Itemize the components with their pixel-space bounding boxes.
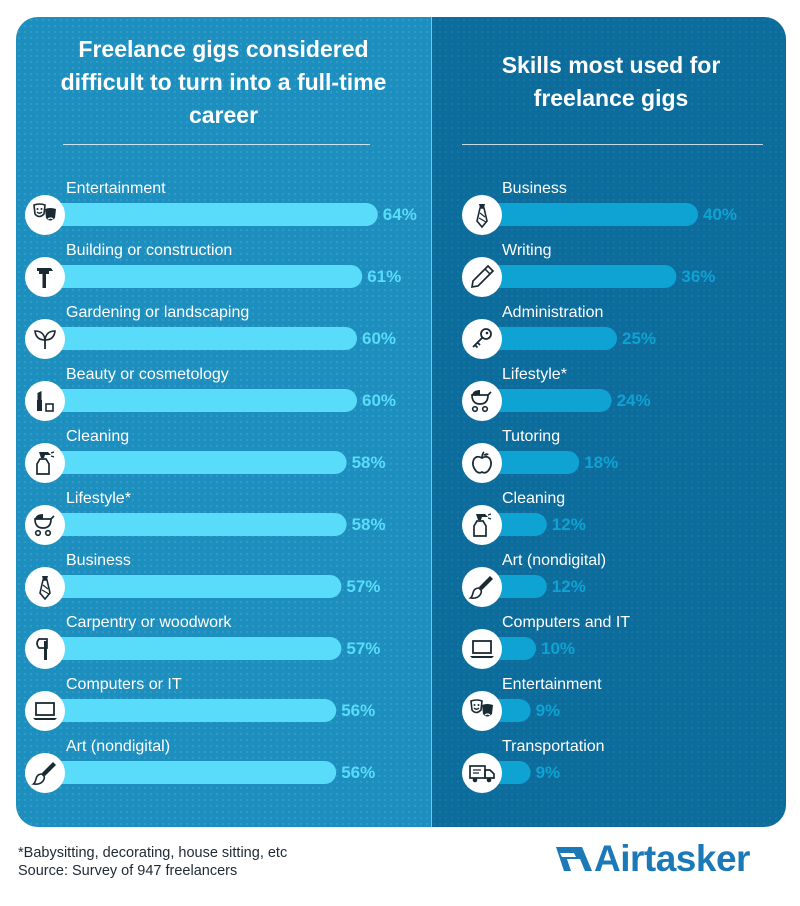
- category-label-beauty-or-cosmetology: Beauty or cosmetology: [66, 366, 229, 383]
- bar-lifestyle: [482, 389, 612, 412]
- stroller-icon: [25, 504, 65, 545]
- left-title-underline: [63, 144, 370, 145]
- category-label-lifestyle: Lifestyle*: [66, 490, 131, 507]
- value-label-carpentry-or-woodwork: 57%: [346, 639, 380, 658]
- value-label-administration: 25%: [622, 329, 656, 348]
- right-bar-chart: 40% 36% 25% 24% 18% 12% 12% 10% 9% 9%: [482, 203, 737, 784]
- theater-masks-icon: [462, 690, 502, 731]
- bar-business: [45, 575, 342, 598]
- infographic-panels: Freelance gigs considered difficult to t…: [16, 17, 786, 827]
- laptop-icon: [25, 690, 65, 731]
- value-label-gardening-or-landscaping: 60%: [362, 329, 396, 348]
- apple-icon: [462, 442, 502, 483]
- bar-entertainment: [45, 203, 378, 226]
- bar-administration: [482, 327, 617, 350]
- category-label-gardening-or-landscaping: Gardening or landscaping: [66, 304, 250, 321]
- category-label-carpentry-or-woodwork: Carpentry or woodwork: [66, 614, 232, 631]
- value-label-art-nondigital: 56%: [341, 763, 375, 782]
- delivery-truck-icon: [462, 752, 502, 793]
- category-label-business: Business: [66, 552, 131, 569]
- value-label-transportation: 9%: [536, 763, 561, 782]
- bar-building-or-construction: [45, 265, 363, 288]
- value-label-business: 57%: [346, 577, 380, 596]
- bar-computers-or-it: [45, 699, 337, 722]
- bar-lifestyle: [45, 513, 347, 536]
- bar-gardening-or-landscaping: [45, 327, 357, 350]
- bar-business: [482, 203, 698, 226]
- stroller-icon: [462, 380, 502, 421]
- category-label-business: Business: [502, 180, 567, 197]
- value-label-entertainment: 9%: [536, 701, 561, 720]
- panel-divider: [431, 17, 432, 827]
- paintbrush-icon: [462, 566, 502, 607]
- value-label-cleaning: 12%: [552, 515, 586, 534]
- logo-text: Airtasker: [594, 838, 750, 879]
- leaves-icon: [25, 318, 65, 359]
- key-icon: [462, 318, 502, 359]
- footnote: *Babysitting, decorating, house sitting,…: [18, 844, 287, 880]
- bar-writing: [482, 265, 677, 288]
- paintbrush-icon: [25, 752, 65, 793]
- category-label-tutoring: Tutoring: [502, 428, 561, 445]
- footnote-note: *Babysitting, decorating, house sitting,…: [18, 845, 288, 861]
- bar-carpentry-or-woodwork: [45, 637, 342, 660]
- category-label-administration: Administration: [502, 304, 604, 321]
- value-label-tutoring: 18%: [584, 453, 618, 472]
- category-label-transportation: Transportation: [502, 738, 605, 755]
- spray-bottle-icon: [462, 504, 502, 545]
- pencil-icon: [462, 256, 502, 297]
- value-label-writing: 36%: [681, 267, 715, 286]
- axe-icon: [25, 628, 65, 669]
- theater-masks-icon: [25, 194, 65, 235]
- left-chart-panel: Freelance gigs considered difficult to t…: [16, 17, 431, 827]
- value-label-building-or-construction: 61%: [367, 267, 401, 286]
- airtasker-logo-icon: [556, 847, 592, 871]
- laptop-icon: [462, 628, 502, 669]
- right-chart-panel: Skills most used for freelance gigs 40% 3…: [431, 17, 786, 827]
- left-chart-title: Freelance gigs considered difficult to t…: [60, 36, 387, 128]
- bar-beauty-or-cosmetology: [45, 389, 357, 412]
- value-label-lifestyle: 24%: [617, 391, 651, 410]
- right-chart-title: Skills most used for freelance gigs: [501, 52, 721, 111]
- category-label-lifestyle: Lifestyle*: [502, 366, 567, 383]
- necktie-icon: [25, 566, 65, 607]
- value-label-computers-or-it: 56%: [341, 701, 375, 720]
- bar-tutoring: [482, 451, 580, 474]
- category-label-building-or-construction: Building or construction: [66, 242, 233, 259]
- hammer-icon: [25, 256, 65, 297]
- category-label-entertainment: Entertainment: [502, 676, 602, 693]
- value-label-business: 40%: [703, 205, 737, 224]
- category-label-cleaning: Cleaning: [66, 428, 130, 445]
- value-label-entertainment: 64%: [383, 205, 417, 224]
- bar-cleaning: [45, 451, 347, 474]
- right-title-underline: [462, 144, 763, 145]
- category-label-entertainment: Entertainment: [66, 180, 166, 197]
- category-label-computers-and-it: Computers and IT: [502, 614, 631, 631]
- lipstick-icon: [25, 380, 65, 421]
- airtasker-logo: Airtasker: [552, 838, 750, 880]
- spray-bottle-icon: [25, 442, 65, 483]
- footnote-source: Source: Survey of 947 freelancers: [18, 863, 238, 879]
- left-bar-chart: 64% 61% 60% 60% 58% 58% 57% 57% 56% 56%: [45, 203, 417, 784]
- category-label-writing: Writing: [502, 242, 552, 259]
- necktie-icon: [462, 194, 502, 235]
- bar-art-nondigital: [45, 761, 337, 784]
- value-label-cleaning: 58%: [352, 453, 386, 472]
- value-label-computers-and-it: 10%: [541, 639, 575, 658]
- value-label-lifestyle: 58%: [352, 515, 386, 534]
- category-label-art-nondigital: Art (nondigital): [502, 552, 607, 569]
- category-label-art-nondigital: Art (nondigital): [66, 738, 171, 755]
- value-label-art-nondigital: 12%: [552, 577, 586, 596]
- category-label-cleaning: Cleaning: [502, 490, 566, 507]
- category-label-computers-or-it: Computers or IT: [66, 676, 182, 693]
- value-label-beauty-or-cosmetology: 60%: [362, 391, 396, 410]
